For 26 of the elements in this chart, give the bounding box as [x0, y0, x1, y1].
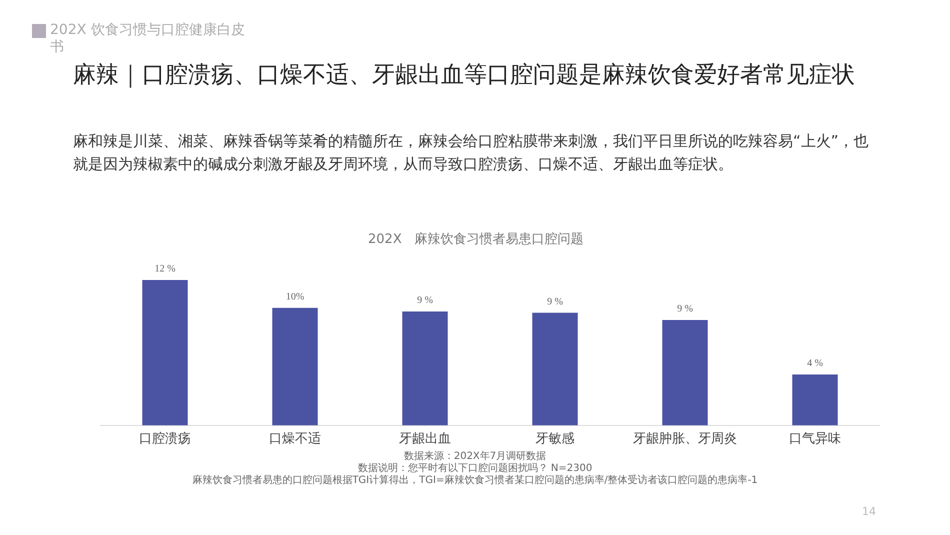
text: 14 [862, 505, 876, 518]
data-label: 12 % [154, 264, 176, 275]
x-tick-label: 口气异味 [789, 432, 841, 447]
x-tick-label: 牙敏感 [536, 432, 574, 447]
bar [402, 312, 448, 426]
text: 202X 麻辣饮食习惯者易患口腔问题 [368, 232, 585, 248]
data-label: 9 % [677, 304, 693, 315]
data-label: 10% [286, 291, 304, 302]
text: 麻辣饮食习惯者易患的口腔问题根据TGI计算得出，TGI=麻辣饮食习惯者某口腔问题的患病率/整体受访者该口腔问题的患病率-1 [191, 475, 759, 487]
bar [662, 320, 708, 426]
text: 202X 饮食习惯与口腔健康白皮书 [50, 22, 246, 56]
data-label: 9 % [417, 295, 433, 306]
data-label: 9 % [547, 296, 563, 308]
bar [532, 312, 578, 426]
x-tick-label: 牙龈肿胀、牙周炎 [633, 432, 737, 447]
x-tick-label: 牙龈出血 [399, 432, 451, 447]
x-tick-label: 口燥不适 [269, 432, 321, 447]
bar [272, 308, 318, 426]
chart-subtitle: 麻和辣是川菜、湘菜、麻辣香锅等菜肴的精髓所在，麻辣会给口腔粘膜带来刺激，我们平日里所说的吃辣容易“上火”，也就是因为辣椒素中的碱成分刺激牙龈及牙周环境，从而导致口腔溃疡、口燥不适、牙龈出血等症状。 [73, 131, 870, 175]
data-label: 4 % [807, 358, 823, 370]
bar [142, 280, 188, 426]
bar [792, 374, 838, 426]
chart-title: 麻辣｜口腔溃疡、口燥不适、牙龈出血等口腔问题是麻辣饮食爱好者常见症状 [73, 61, 856, 90]
x-tick-label: 口腔溃疡 [139, 432, 191, 447]
text: 数据说明：您平时有以下口腔问题困扰吗？ N=2300 [356, 463, 594, 474]
source-note: 数据来源：202X年7月调研数据 [402, 451, 548, 462]
